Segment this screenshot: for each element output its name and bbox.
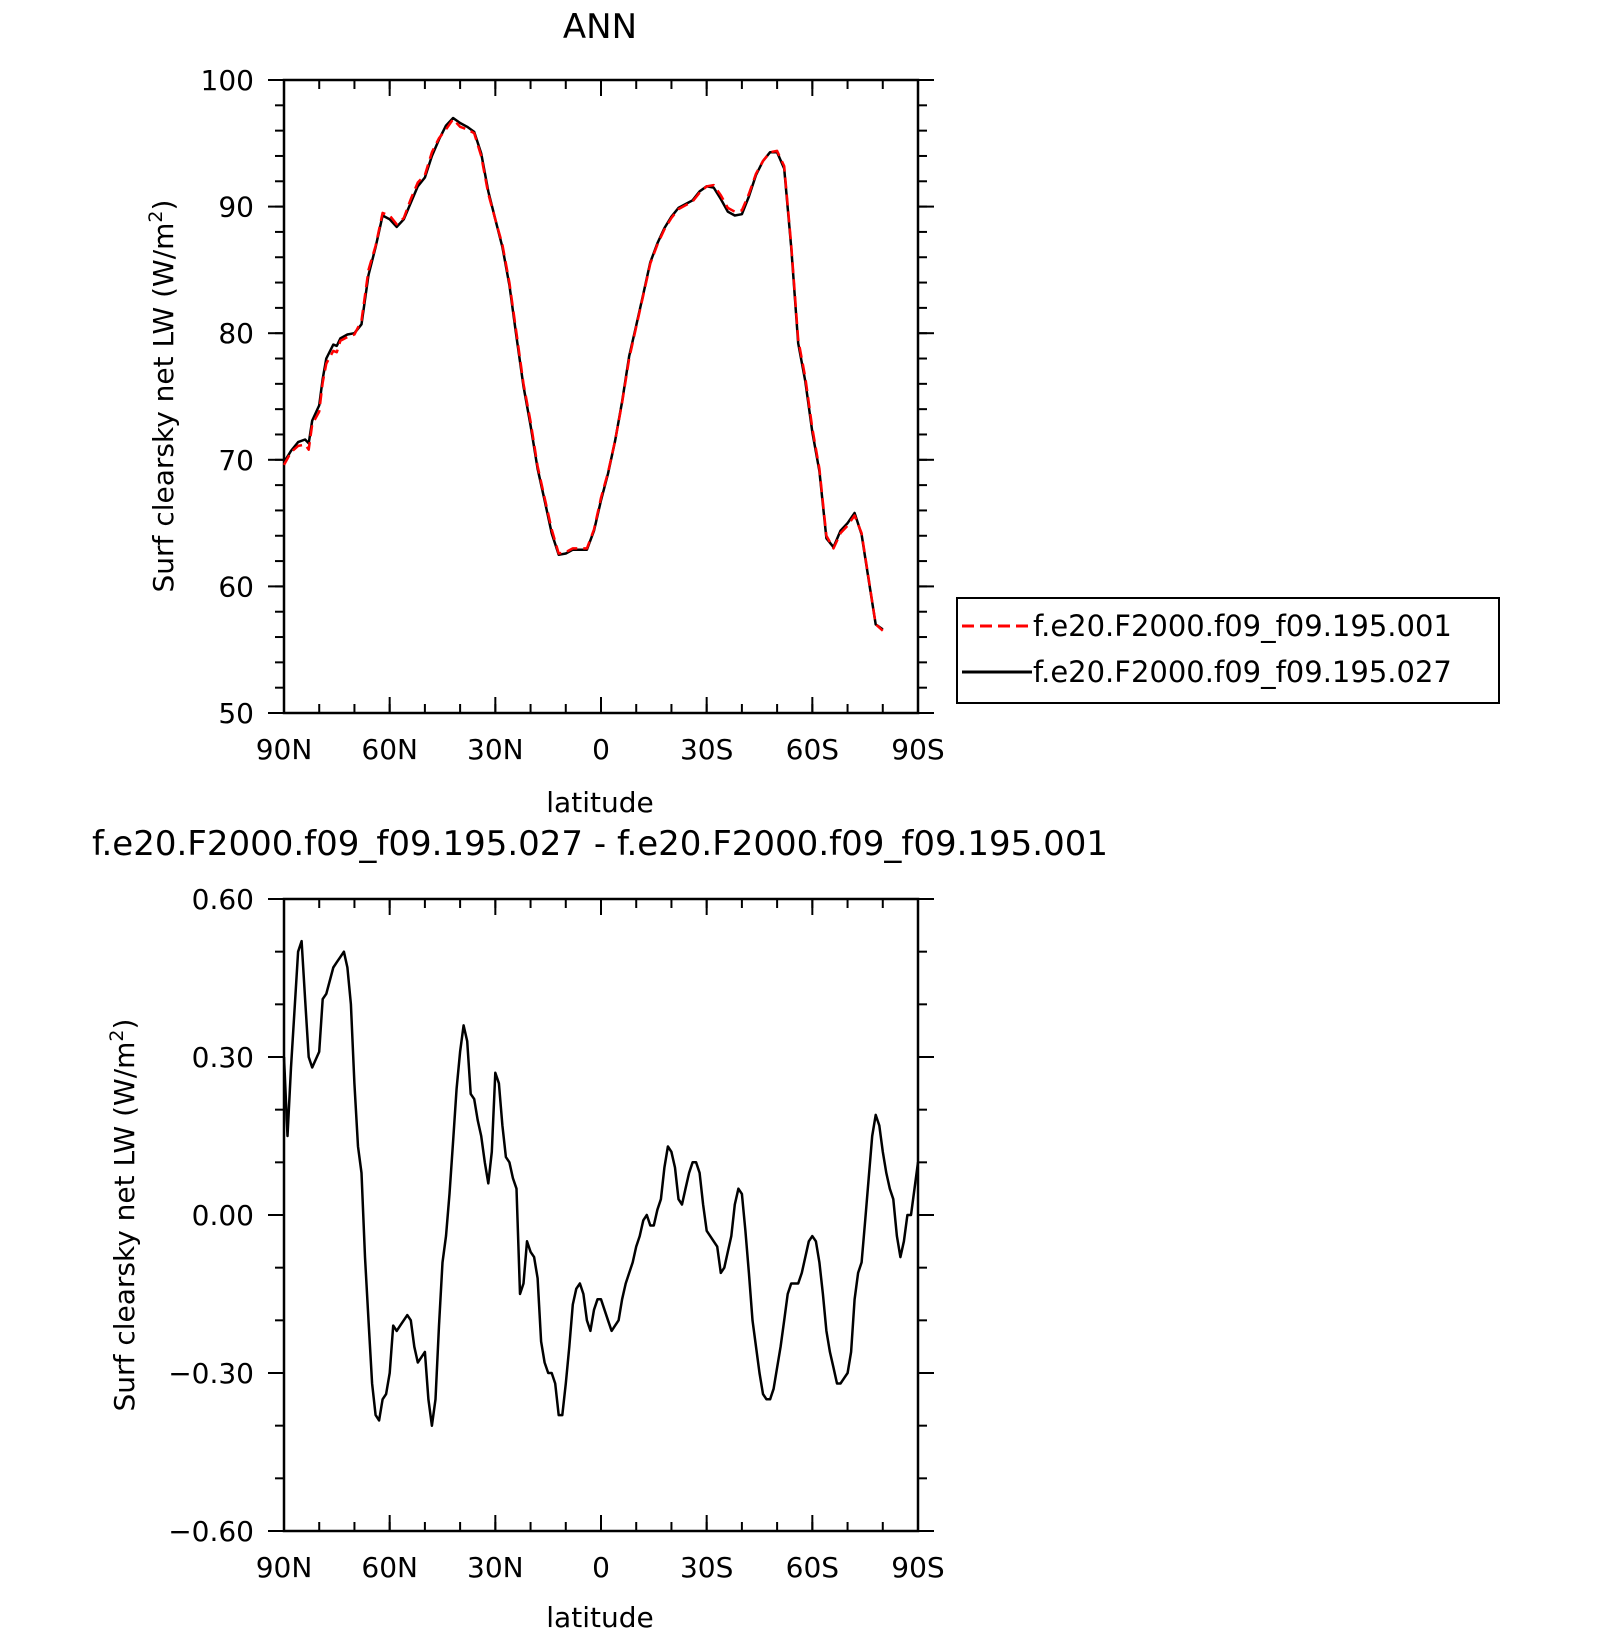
bottom-chart-ylabel-sup: 2 <box>106 1029 128 1041</box>
top-y-tick-label: 70 <box>218 444 254 477</box>
bottom-chart-xlabel: latitude <box>546 1601 653 1634</box>
top-y-tick-label: 50 <box>218 697 254 730</box>
bottom-y-tick-label: 0.30 <box>192 1041 254 1074</box>
bottom-y-tick-label: −0.30 <box>168 1357 254 1390</box>
top-plot-frame <box>282 78 920 715</box>
bottom-x-tick-label: 90S <box>891 1551 944 1584</box>
bottom-chart-title: f.e20.F2000.f09_f09.195.027 - f.e20.F200… <box>92 824 1108 864</box>
legend: f.e20.F2000.f09_f09.195.001 f.e20.F2000.… <box>956 597 1500 704</box>
bottom-chart: f.e20.F2000.f09_f09.195.027 - f.e20.F200… <box>92 824 1108 1634</box>
bottom-plot-frame <box>282 897 920 1533</box>
top-x-tick-label: 30N <box>467 733 524 766</box>
top-series-line-2 <box>282 116 884 631</box>
legend-label-series-2: f.e20.F2000.f09_f09.195.027 <box>1033 655 1452 689</box>
top-plot-area: 90N 60N 30N 0 30S 60S 90S 100 90 80 70 60 50 <box>201 64 945 766</box>
bottom-plot-area: 90N 60N 30N 0 30S 60S 90S 0.60 0.30 0.00 −0.30 −0.6… <box>168 883 945 1584</box>
top-y-tick-label: 80 <box>218 317 254 350</box>
bottom-x-tick-label: 60S <box>786 1551 839 1584</box>
top-chart-ylabel: Surf clearsky net LW (W/m2) <box>145 200 180 593</box>
top-y-tick-label: 60 <box>218 570 254 603</box>
bottom-x-tick-label: 90N <box>256 1551 313 1584</box>
top-x-tick-label: 60N <box>361 733 418 766</box>
bottom-series-line-1 <box>282 939 920 1427</box>
legend-label-series-1: f.e20.F2000.f09_f09.195.001 <box>1033 609 1452 643</box>
top-x-tick-label: 90S <box>891 733 944 766</box>
bottom-x-tick-label: 60N <box>361 1551 418 1584</box>
top-chart-ylabel-tail: ) <box>147 200 180 211</box>
bottom-chart-ylabel: Surf clearsky net LW (W/m2) <box>106 1019 141 1412</box>
top-series-line-1 <box>282 117 884 632</box>
bottom-y-tick-label: 0.00 <box>192 1199 254 1232</box>
top-chart-title: ANN <box>563 7 637 47</box>
bottom-chart-ylabel-tail: ) <box>108 1019 141 1030</box>
top-x-tick-label: 30S <box>680 733 733 766</box>
top-chart: ANN 90N 60N 30N 0 30S 60S 90S 100 90 80 70 60 50 lat… <box>145 7 1500 819</box>
legend-box <box>956 597 1500 704</box>
top-y-tick-label: 90 <box>218 191 254 224</box>
top-chart-ylabel-main: Surf clearsky net LW (W/m <box>147 223 180 593</box>
top-x-tick-label: 0 <box>592 733 610 766</box>
top-x-tick-label: 60S <box>786 733 839 766</box>
bottom-x-tick-label: 0 <box>592 1551 610 1584</box>
top-y-tick-label: 100 <box>201 64 254 97</box>
top-chart-ylabel-sup: 2 <box>145 210 167 222</box>
bottom-x-tick-label: 30N <box>467 1551 524 1584</box>
top-chart-xlabel: latitude <box>546 786 653 819</box>
top-x-tick-label: 90N <box>256 733 313 766</box>
bottom-y-tick-label: 0.60 <box>192 883 254 916</box>
bottom-chart-ylabel-main: Surf clearsky net LW (W/m <box>108 1042 141 1412</box>
bottom-x-tick-label: 30S <box>680 1551 733 1584</box>
bottom-y-tick-label: −0.60 <box>168 1515 254 1548</box>
